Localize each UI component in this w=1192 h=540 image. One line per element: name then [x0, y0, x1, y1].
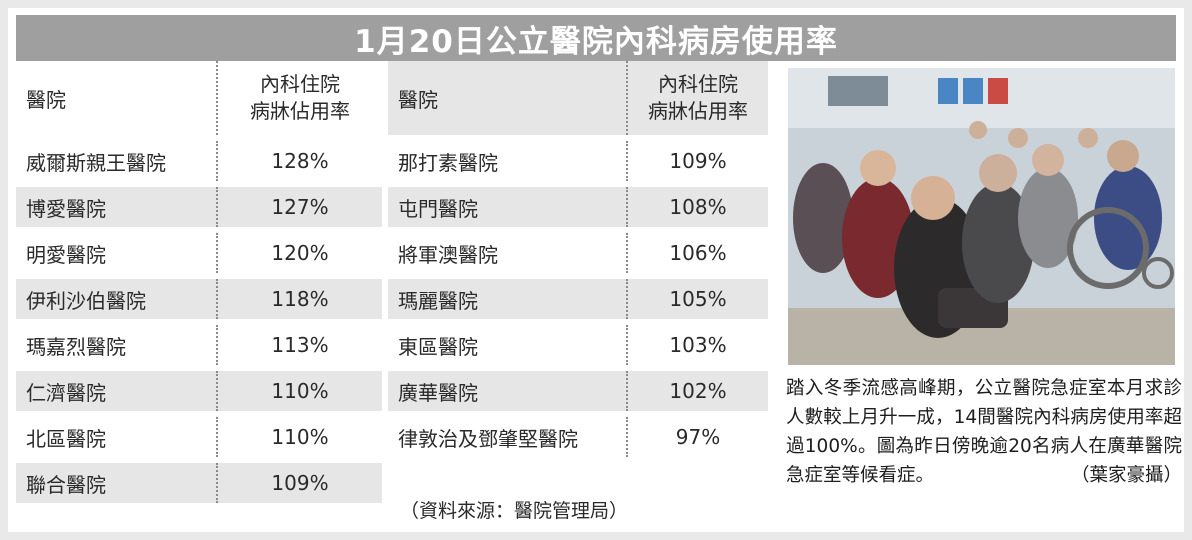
occupancy-rate: 110% [216, 417, 382, 457]
column-header-rate-line2: 病牀佔用率 [250, 99, 350, 123]
occupancy-table-left: 醫院 內科住院 病牀佔用率 威爾斯親王醫院 128% 博愛醫院 127% 明愛醫… [16, 61, 382, 503]
hospital-name: 威爾斯親王醫院 [26, 150, 166, 175]
news-graphic: 1月20日公立醫院內科病房使用率 醫院 內科住院 病牀佔用率 威爾斯親王醫院 1… [8, 8, 1184, 532]
waiting-room-illustration [788, 68, 1175, 365]
column-header-hospital: 醫院 [26, 87, 66, 112]
occupancy-rate: 113% [216, 325, 382, 365]
occupancy-rate: 108% [626, 187, 768, 227]
occupancy-rate: 106% [626, 233, 768, 273]
occupancy-rate: 109% [626, 141, 768, 181]
photo-caption: 踏入冬季流感高峰期，公立醫院急症室本月求診人數較上月升一成，14間醫院內科病房使… [786, 374, 1182, 490]
title-bar: 1月20日公立醫院內科病房使用率 [16, 15, 1176, 61]
hospital-name: 屯門醫院 [388, 187, 626, 227]
occupancy-rate: 110% [216, 371, 382, 411]
hospital-name: 明愛醫院 [26, 242, 106, 267]
occupancy-rate: 127% [216, 187, 382, 227]
caption-text: 踏入冬季流感高峰期，公立醫院急症室本月求診人數較上月升一成，14間醫院內科病房使… [786, 378, 1182, 486]
hospital-name: 伊利沙伯醫院 [16, 279, 216, 319]
column-header-rate-line2: 病牀佔用率 [648, 99, 748, 123]
column-header-rate: 內科住院 病牀佔用率 [626, 61, 768, 135]
column-header-hospital: 醫院 [388, 61, 626, 135]
column-header-rate-line1: 內科住院 [658, 72, 738, 96]
hospital-name: 聯合醫院 [16, 463, 216, 503]
hospital-name: 仁濟醫院 [16, 371, 216, 411]
occupancy-rate: 118% [216, 279, 382, 319]
occupancy-rate: 128% [216, 141, 382, 181]
photo-credit: （葉家豪攝） [1070, 465, 1182, 486]
occupancy-rate: 109% [216, 463, 382, 503]
hospital-name: 那打素醫院 [398, 150, 498, 175]
column-header-rate: 內科住院 病牀佔用率 [216, 61, 382, 135]
occupancy-rate: 105% [626, 279, 768, 319]
hospital-name: 律敦治及鄧肇堅醫院 [398, 426, 578, 451]
hospital-name: 東區醫院 [398, 334, 478, 359]
page-title: 1月20日公立醫院內科病房使用率 [354, 23, 838, 60]
hospital-name: 將軍澳醫院 [398, 242, 498, 267]
data-source-note: （資料來源：醫院管理局） [400, 500, 629, 522]
hospital-name: 北區醫院 [26, 426, 106, 451]
hospital-name: 廣華醫院 [388, 371, 626, 411]
waiting-room-photo [788, 68, 1175, 365]
occupancy-rate: 103% [626, 325, 768, 365]
hospital-name: 瑪麗醫院 [388, 279, 626, 319]
hospital-name: 瑪嘉烈醫院 [26, 334, 126, 359]
hospital-name: 博愛醫院 [16, 187, 216, 227]
occupancy-rate: 102% [626, 371, 768, 411]
occupancy-table-right: 醫院 內科住院 病牀佔用率 那打素醫院 109% 屯門醫院 108% 將軍澳醫院… [388, 61, 768, 457]
column-header-rate-line1: 內科住院 [260, 72, 340, 96]
occupancy-rate: 120% [216, 233, 382, 273]
occupancy-rate: 97% [626, 417, 768, 457]
